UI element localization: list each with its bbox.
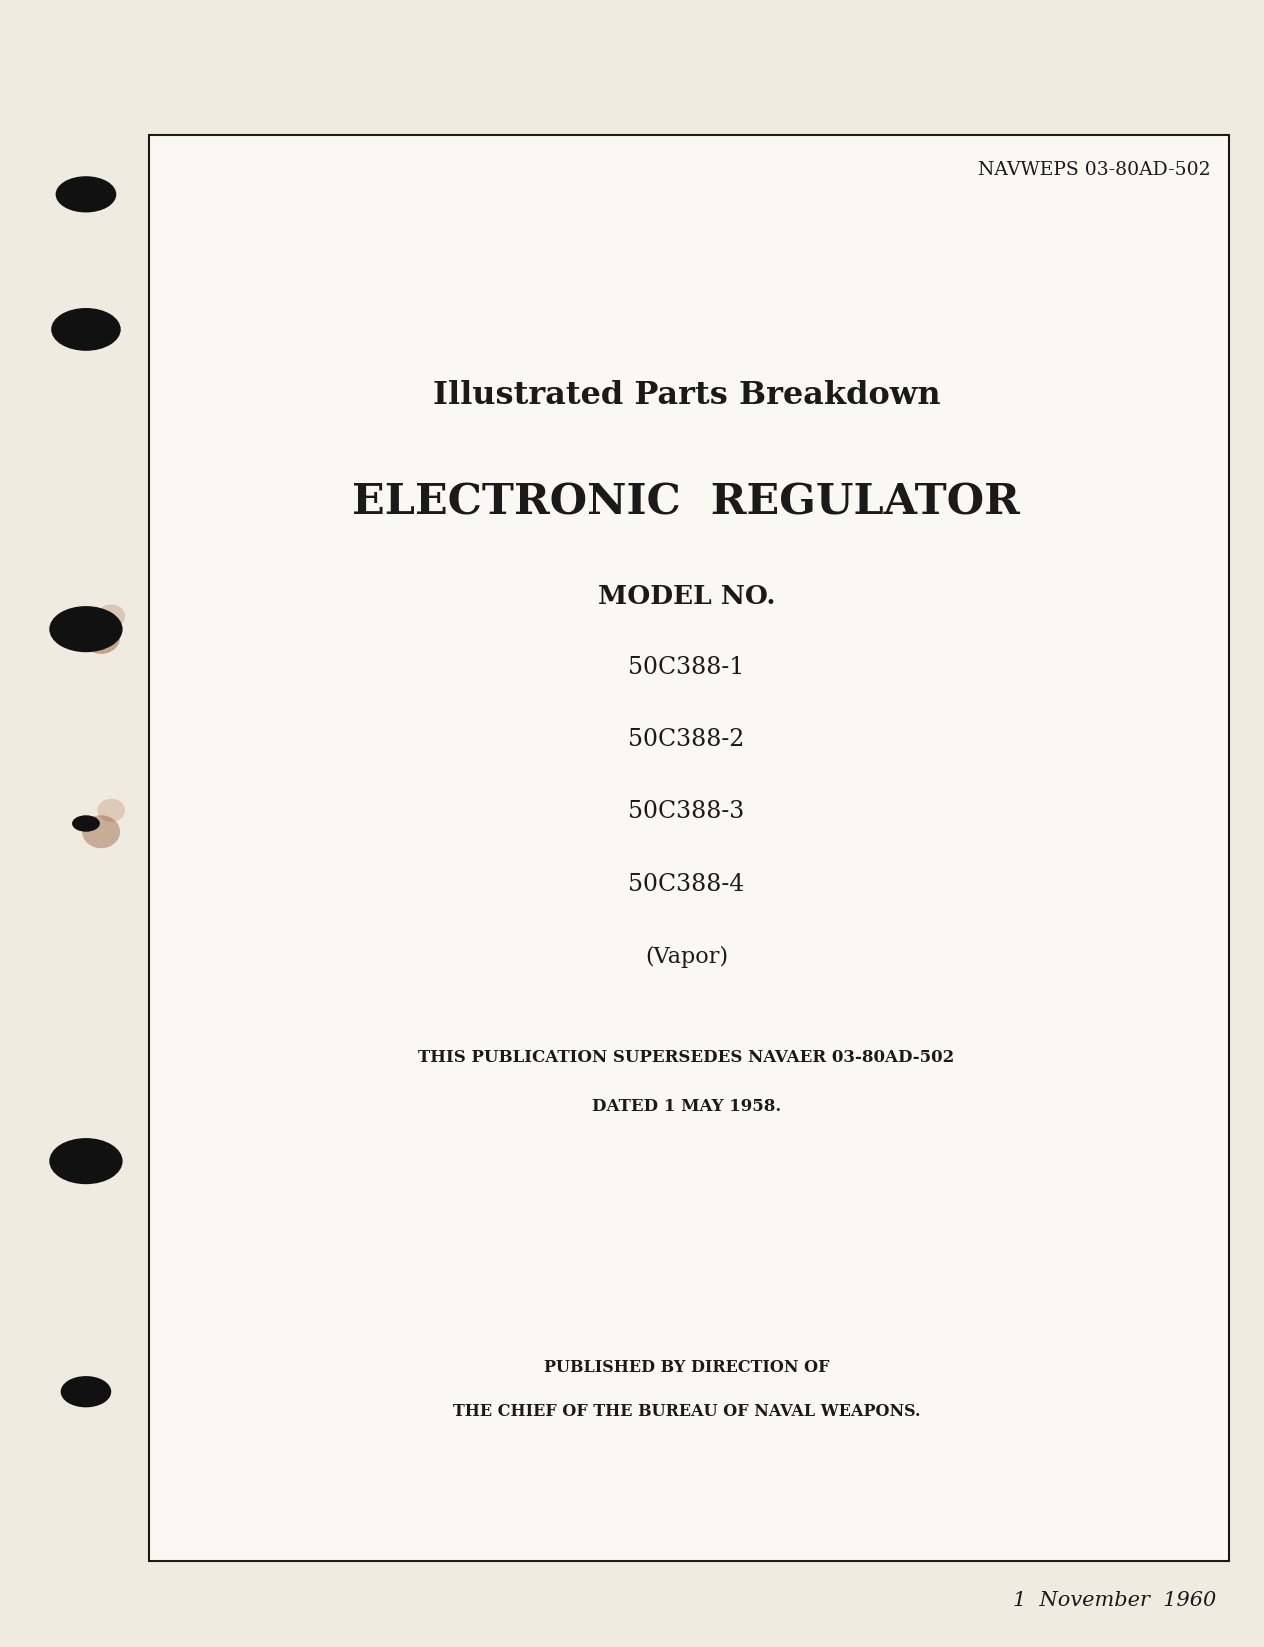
Text: (Vapor): (Vapor) bbox=[645, 945, 728, 968]
Text: Illustrated Parts Breakdown: Illustrated Parts Breakdown bbox=[432, 380, 940, 410]
Ellipse shape bbox=[51, 308, 120, 351]
Text: NAVWEPS 03-80AD-502: NAVWEPS 03-80AD-502 bbox=[978, 161, 1211, 180]
Text: 50C388-4: 50C388-4 bbox=[628, 873, 744, 896]
Bar bbox=[149, 135, 1229, 1561]
Text: MODEL NO.: MODEL NO. bbox=[598, 583, 775, 609]
Ellipse shape bbox=[72, 815, 100, 832]
Text: 50C388-3: 50C388-3 bbox=[628, 800, 744, 824]
Text: 1  November  1960: 1 November 1960 bbox=[1012, 1591, 1216, 1611]
Text: THIS PUBLICATION SUPERSEDES NAVAER 03-80AD-502: THIS PUBLICATION SUPERSEDES NAVAER 03-80… bbox=[418, 1049, 954, 1066]
Text: PUBLISHED BY DIRECTION OF: PUBLISHED BY DIRECTION OF bbox=[544, 1359, 829, 1375]
Ellipse shape bbox=[97, 604, 125, 628]
Text: DATED 1 MAY 1958.: DATED 1 MAY 1958. bbox=[592, 1099, 781, 1115]
Ellipse shape bbox=[97, 799, 125, 822]
Ellipse shape bbox=[49, 1138, 123, 1184]
Text: 50C388-2: 50C388-2 bbox=[628, 728, 744, 751]
Ellipse shape bbox=[82, 621, 120, 654]
Ellipse shape bbox=[49, 606, 123, 652]
Text: THE CHIEF OF THE BUREAU OF NAVAL WEAPONS.: THE CHIEF OF THE BUREAU OF NAVAL WEAPONS… bbox=[453, 1403, 920, 1420]
Text: 50C388-1: 50C388-1 bbox=[628, 656, 744, 679]
Ellipse shape bbox=[82, 815, 120, 848]
Text: ELECTRONIC  REGULATOR: ELECTRONIC REGULATOR bbox=[353, 481, 1020, 524]
Ellipse shape bbox=[61, 1377, 111, 1407]
Ellipse shape bbox=[56, 176, 116, 212]
